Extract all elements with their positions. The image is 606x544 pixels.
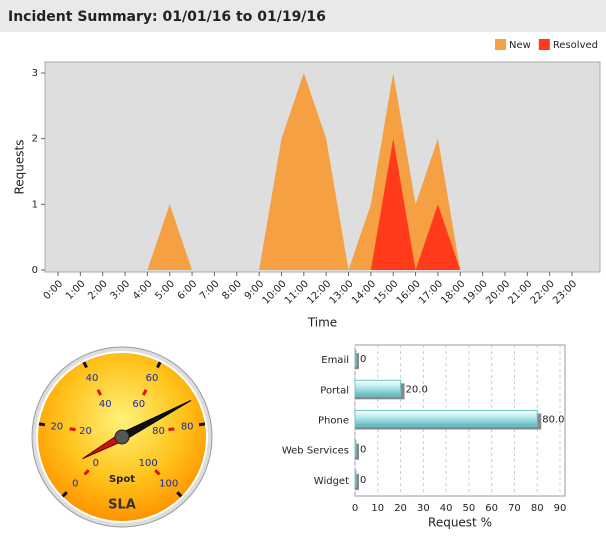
gauge-tick <box>83 469 90 476</box>
y-tick-label: Widget <box>314 476 349 487</box>
x-tick-label: 6:00 <box>176 278 200 302</box>
data-label: 20.0 <box>406 384 428 395</box>
gauge-tick-label: 80 <box>181 422 194 433</box>
bar <box>354 379 402 397</box>
data-label: 0 <box>360 445 366 456</box>
y-tick-label: Web Services <box>282 446 349 457</box>
x-tick-label: 7:00 <box>198 278 222 302</box>
legend-swatch <box>495 39 506 50</box>
gauge-scale-name: SLA <box>108 498 136 513</box>
gauge-tick-label: 20 <box>79 426 92 437</box>
x-tick-label: 10 <box>371 503 384 514</box>
gauge-tick <box>142 389 148 396</box>
bar <box>354 470 357 488</box>
gauge-tick-label: 40 <box>99 399 112 410</box>
gauge-tick <box>168 427 175 432</box>
x-tick-label: 20 <box>394 503 407 514</box>
y-tick-label: 1 <box>32 199 38 210</box>
x-tick-label: 22:00 <box>529 278 557 306</box>
legend-label: New <box>509 40 531 51</box>
area-series <box>58 138 572 270</box>
gauge-tick-label: 0 <box>93 458 99 469</box>
gauge-tick-label: 40 <box>86 373 99 384</box>
x-tick-label: 80 <box>531 503 544 514</box>
y-tick-label: 3 <box>32 68 38 79</box>
x-tick-label: 3:00 <box>109 278 133 302</box>
gauge-tick-label: 80 <box>152 426 165 437</box>
x-tick-label: 70 <box>508 503 521 514</box>
gauge-tick <box>82 361 88 369</box>
bar-shadow <box>355 353 359 370</box>
gauge-tick-label: 60 <box>146 373 159 384</box>
y-tick-label: 0 <box>32 265 38 276</box>
gauge-tick-label: 20 <box>50 422 63 433</box>
bar-shadow <box>355 473 359 490</box>
gauge-tick <box>96 389 102 396</box>
y-tick-label: 2 <box>32 134 38 145</box>
x-tick-label: 21:00 <box>506 278 534 306</box>
gauge-tick-label: 0 <box>72 479 78 490</box>
gauge-tick-label: 60 <box>132 399 145 410</box>
x-tick-label: 8:00 <box>220 278 244 302</box>
y-tick-label: Phone <box>318 416 349 427</box>
x-tick-label: 23:00 <box>551 278 579 306</box>
x-tick-label: 60 <box>485 503 498 514</box>
gauge-tick <box>198 422 206 427</box>
x-tick-label: 5:00 <box>153 278 177 302</box>
legend-swatch <box>538 39 550 50</box>
gauge-tick <box>61 491 68 498</box>
gauge-tick <box>176 491 183 498</box>
y-tick-label: Portal <box>320 385 349 396</box>
x-tick-label: 2:00 <box>86 278 110 302</box>
x-tick-label: 14:00 <box>350 278 378 306</box>
x-tick-label: 13:00 <box>328 278 356 306</box>
gauge-tick-label: 100 <box>159 479 178 490</box>
gauge-tick <box>156 361 162 369</box>
y-axis-label: Requests <box>13 140 27 195</box>
x-tick-label: 1:00 <box>64 278 88 302</box>
x-tick-label: 15:00 <box>372 278 400 306</box>
x-tick-label: 30 <box>417 503 430 514</box>
x-tick-label: 18:00 <box>439 278 467 306</box>
gauge-tick <box>69 427 76 432</box>
gauge-tick-label: 100 <box>139 458 158 469</box>
page-title: Incident Summary: 01/01/16 to 01/19/16 <box>8 9 326 25</box>
data-label: 80.0 <box>542 415 564 426</box>
data-label: 0 <box>360 475 366 486</box>
x-tick-label: 90 <box>554 503 567 514</box>
x-tick-label: 17:00 <box>417 278 445 306</box>
bar <box>354 440 357 458</box>
x-tick-label: 40 <box>440 503 453 514</box>
x-tick-label: 12:00 <box>305 278 333 306</box>
gauge-tick <box>38 422 46 427</box>
x-tick-label: 0 <box>352 503 358 514</box>
x-tick-label: 10:00 <box>261 278 289 306</box>
x-tick-label: 11:00 <box>283 278 311 306</box>
x-tick-label: 19:00 <box>462 278 490 306</box>
x-tick-label: 16:00 <box>395 278 423 306</box>
bar <box>354 410 538 427</box>
y-tick-label: Email <box>321 355 349 366</box>
x-tick-label: 50 <box>463 503 476 514</box>
x-axis-label: Time <box>307 316 337 330</box>
gauge-tick <box>154 469 161 476</box>
x-tick-label: 0:00 <box>42 278 66 302</box>
gauge-hub <box>114 429 130 445</box>
x-tick-label: 20:00 <box>484 278 512 306</box>
x-tick-label: 4:00 <box>131 278 155 302</box>
header-bar <box>0 0 606 32</box>
bar <box>354 349 357 367</box>
gauge-scale-name: Spot <box>109 474 135 485</box>
x-axis-label: Request % <box>428 516 492 530</box>
data-label: 0 <box>360 354 366 365</box>
legend-label: Resolved <box>553 40 598 51</box>
bar-shadow <box>355 443 359 460</box>
